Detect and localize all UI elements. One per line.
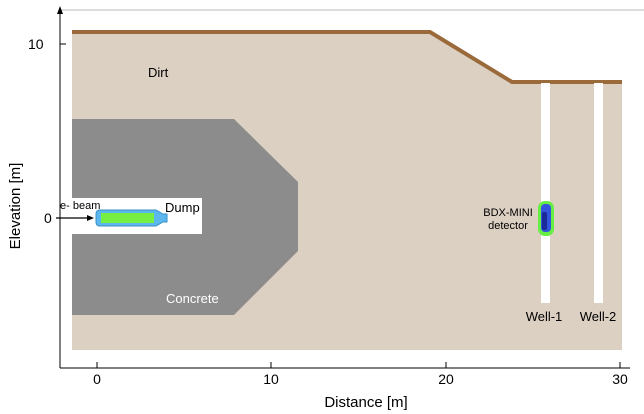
x-tick-30: 30: [612, 371, 628, 387]
y-axis-title: Elevation [m]: [7, 163, 24, 250]
beam-dump-core: [101, 213, 154, 223]
bdx-mini-detector: [538, 201, 554, 236]
detector-label-line1: BDX-MINI: [483, 207, 533, 219]
beam-dump: [95, 209, 168, 227]
detector-label-line2: detector: [488, 220, 528, 232]
detector-core: [542, 212, 547, 230]
well-1-label: Well-1: [526, 309, 563, 324]
dump-label: Dump: [165, 200, 200, 215]
y-tick-10: 10: [28, 36, 44, 52]
beam-arrow-head: [87, 215, 94, 221]
dirt-label: Dirt: [148, 65, 169, 80]
y-axis-arrow: [57, 6, 63, 14]
beam-label: e- beam: [60, 200, 100, 212]
x-tick-20: 20: [438, 371, 454, 387]
x-tick-10: 10: [263, 371, 279, 387]
well-2: [594, 83, 603, 303]
well-1: [541, 83, 550, 303]
x-axis-title: Distance [m]: [324, 394, 407, 411]
ground-surface-line: [72, 30, 622, 84]
x-tick-0: 0: [93, 371, 101, 387]
well-2-label: Well-2: [580, 309, 617, 324]
concrete-label: Concrete: [166, 291, 219, 306]
y-tick-0: 0: [44, 210, 52, 226]
